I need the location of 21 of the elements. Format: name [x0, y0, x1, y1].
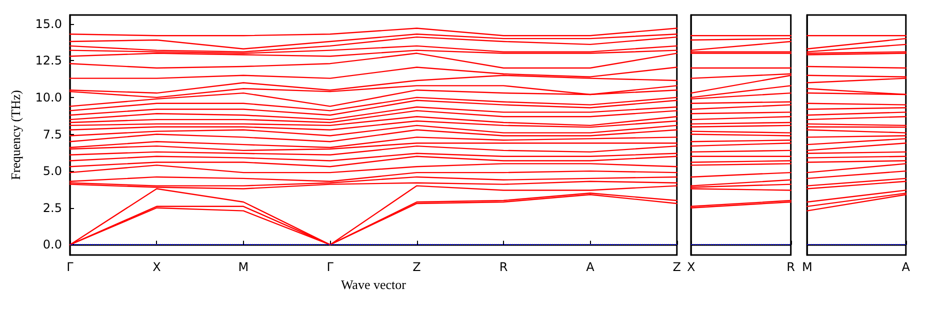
x-axis-title: Wave vector	[340, 276, 407, 292]
x-tick-label: Γ	[66, 260, 74, 274]
y-axis-title: Frequency (THz)	[8, 90, 23, 180]
x-tick-label: R	[499, 260, 508, 274]
x-tick-label: A	[586, 260, 596, 274]
x-tick-label: Γ	[326, 260, 334, 274]
y-tick-label: 10.0	[35, 90, 62, 104]
y-tick-label: 15.0	[35, 16, 62, 31]
x-tick-label: M	[238, 260, 249, 274]
y-tick-label: 12.5	[35, 54, 62, 68]
x-tick-label: Z	[672, 260, 682, 274]
x-tick-label: X	[152, 260, 161, 274]
y-tick-label: 2.5	[42, 200, 62, 215]
y-tick-label: 0.0	[42, 238, 62, 252]
x-tick-label: X	[686, 260, 696, 274]
x-tick-label: M	[802, 260, 812, 274]
y-tick-label: 7.5	[42, 127, 62, 142]
x-tick-label: Z	[412, 260, 421, 274]
x-tick-label: A	[902, 260, 911, 274]
y-tick-label: 5.0	[42, 164, 62, 178]
x-tick-label: R	[786, 260, 796, 274]
